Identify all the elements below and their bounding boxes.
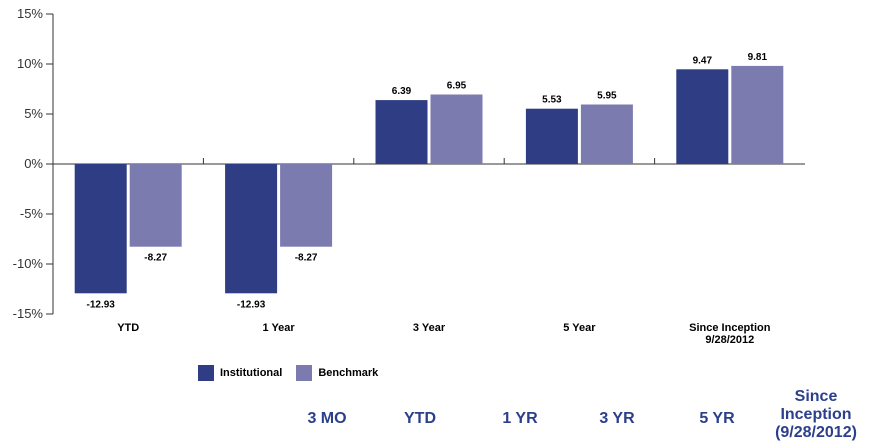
header-since-inception: Since Inception (9/28/2012) xyxy=(764,388,868,442)
x-category-label: 9/28/2012 xyxy=(705,334,754,346)
bar-benchmark xyxy=(580,104,633,164)
x-category-label: 5 Year xyxy=(563,322,596,334)
chart-legend: Institutional Benchmark xyxy=(198,365,392,381)
legend-label-institutional: Institutional xyxy=(220,367,283,379)
header-since-line2: Inception xyxy=(780,406,852,423)
returns-table-header: 3 MO YTD 1 YR 3 YR 5 YR Since Inception … xyxy=(0,388,875,448)
header-3yr: 3 YR xyxy=(599,410,635,427)
legend-item-benchmark: Benchmark xyxy=(296,365,378,381)
bar-institutional xyxy=(225,164,278,294)
header-ytd: YTD xyxy=(404,410,436,427)
bar-institutional xyxy=(676,69,729,164)
data-label-benchmark: 9.81 xyxy=(748,52,768,63)
bar-benchmark xyxy=(731,65,784,164)
data-label-institutional: 9.47 xyxy=(693,55,713,66)
header-since-line3: (9/28/2012) xyxy=(775,424,857,441)
bar-institutional xyxy=(74,164,127,294)
data-label-institutional: -12.93 xyxy=(237,299,266,310)
x-category-label: Since Inception xyxy=(689,322,771,334)
data-label-institutional: 6.39 xyxy=(392,86,412,97)
y-tick-label: -10% xyxy=(13,256,44,271)
header-since-line1: Since xyxy=(794,388,838,405)
header-5yr: 5 YR xyxy=(699,410,735,427)
legend-item-institutional: Institutional xyxy=(198,365,282,381)
chart-labels: -12.93 -8.27 YTD -12.93 -8.27 1 Year 6.39 6.95 3… xyxy=(87,52,771,346)
bar-chart: 15%10%5%0%-5%-10%-15% -12.93-8.27YTD-12.… xyxy=(13,6,805,346)
data-label-benchmark: 5.95 xyxy=(597,91,617,102)
legend-swatch-institutional xyxy=(198,365,214,381)
bar-institutional xyxy=(375,100,428,164)
chart-bars xyxy=(74,65,784,294)
bar-institutional xyxy=(525,108,578,164)
bar-benchmark xyxy=(430,94,483,164)
data-label-benchmark: 6.95 xyxy=(447,81,467,92)
header-3mo: 3 MO xyxy=(307,410,347,427)
data-label-benchmark: -8.27 xyxy=(295,253,318,264)
data-label-institutional: 5.53 xyxy=(542,95,562,106)
header-1yr: 1 YR xyxy=(502,410,538,427)
legend-label-benchmark: Benchmark xyxy=(318,367,379,379)
y-tick-label: 5% xyxy=(24,106,43,121)
y-tick-label: -5% xyxy=(20,206,44,221)
legend-swatch-benchmark xyxy=(296,365,313,381)
x-category-label: YTD xyxy=(117,322,139,334)
data-label-benchmark: -8.27 xyxy=(144,253,167,264)
bar-benchmark xyxy=(280,164,333,247)
x-category-label: 1 Year xyxy=(262,322,295,334)
bar-benchmark xyxy=(129,164,182,247)
y-tick-label: 15% xyxy=(17,6,43,21)
x-category-label: 3 Year xyxy=(413,322,446,334)
y-tick-label: -15% xyxy=(13,306,44,321)
y-tick-label: 10% xyxy=(17,56,43,71)
y-tick-label: 0% xyxy=(24,156,43,171)
data-label-institutional: -12.93 xyxy=(87,299,116,310)
